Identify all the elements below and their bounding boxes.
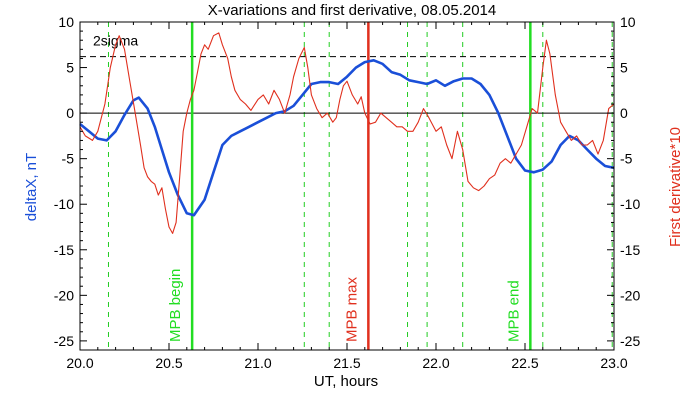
x-tick-label-5: 22.5: [511, 355, 538, 371]
x-axis-label: UT, hours: [314, 373, 378, 390]
y-tick-label-right-2: 0: [620, 105, 628, 121]
y-tick-label-right-1: 5: [620, 60, 628, 76]
y-tick-label-left-0: 10: [58, 14, 74, 30]
x-tick-label-1: 20.5: [155, 355, 182, 371]
deltax-line: [79, 59, 615, 217]
x-tick-label-3: 21.5: [333, 355, 360, 371]
y-tick-label-left-7: -25: [54, 333, 74, 349]
y-tick-label-left-4: -10: [54, 196, 74, 212]
x-tick-label-4: 22.0: [422, 355, 449, 371]
x-tick-label-0: 20.0: [66, 355, 93, 371]
y-tick-label-left-2: 0: [66, 105, 74, 121]
y-tick-label-right-6: -20: [620, 287, 640, 303]
y-tick-label-right-4: -10: [620, 196, 640, 212]
y-tick-label-right-7: -25: [620, 333, 640, 349]
chart-title: X-variations and first derivative, 08.05…: [208, 2, 497, 19]
vertical-marker-label-1: MPB max: [343, 276, 360, 342]
x-tick-label-6: 23.0: [600, 355, 627, 371]
y-tick-label-left-5: -15: [54, 242, 74, 258]
x-tick-label-2: 21.0: [244, 355, 271, 371]
y-axis-label-left: deltaX, nT: [23, 153, 40, 221]
vertical-marker-label-0: MPB begin: [167, 269, 184, 342]
y-tick-label-right-3: -5: [620, 151, 633, 167]
y-tick-label-left-3: -5: [62, 151, 75, 167]
plot-area: 2sigma MPB begin MPB max MPB end 20.0 20.5 21.…: [54, 14, 641, 371]
y-tick-label-right-0: 10: [620, 14, 636, 30]
y-tick-label-right-5: -15: [620, 242, 640, 258]
derivative-line: [79, 32, 615, 234]
y-axis-label-right: First derivative*10: [667, 127, 684, 247]
two-sigma-label: 2sigma: [93, 33, 138, 49]
y-tick-label-left-1: 5: [66, 60, 74, 76]
vertical-marker-label-2: MPB end: [505, 280, 522, 342]
y-tick-label-left-6: -20: [54, 287, 74, 303]
